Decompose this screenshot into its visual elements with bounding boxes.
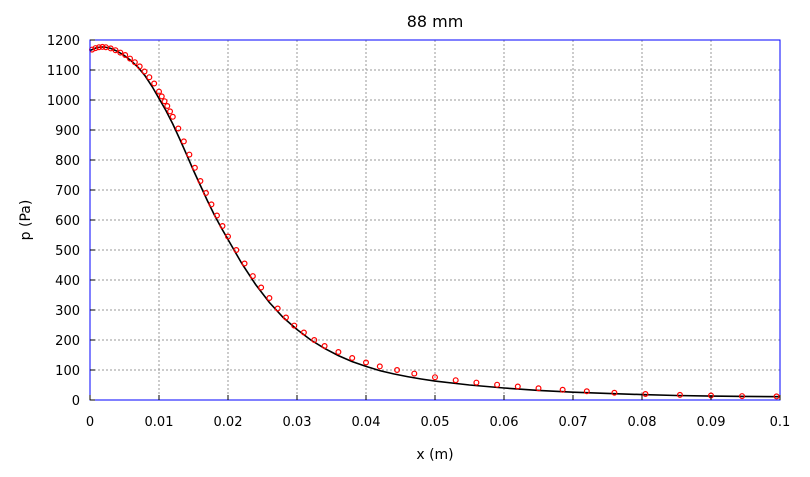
data-point: [92, 45, 99, 52]
data-point: [136, 63, 143, 70]
data-point: [95, 44, 102, 51]
data-point: [156, 88, 163, 95]
data-point: [291, 322, 298, 329]
data-point: [773, 393, 780, 400]
data-point: [282, 314, 289, 321]
data-point: [432, 374, 439, 381]
data-point: [266, 295, 273, 302]
grid: [90, 40, 780, 400]
y-tick-label: 900: [55, 124, 80, 139]
data-point: [117, 49, 124, 56]
x-tick-label: 0.02: [214, 415, 243, 430]
data-point: [175, 125, 182, 132]
y-tick-label: 500: [55, 244, 80, 259]
data-point: [452, 377, 459, 384]
data-point: [158, 93, 165, 100]
data-point: [99, 43, 106, 50]
data-point: [197, 178, 204, 185]
data-point: [107, 45, 114, 52]
data-point: [249, 273, 256, 280]
chart-title: 88 mm: [407, 12, 464, 31]
data-point: [169, 113, 176, 120]
data-point: [739, 393, 746, 400]
data-point: [202, 190, 209, 197]
data-point: [241, 260, 248, 267]
y-tick-label: 300: [55, 304, 80, 319]
y-tick-label: 800: [55, 154, 80, 169]
data-point: [161, 98, 168, 105]
y-tick-label: 1200: [47, 34, 80, 49]
x-tick-label: 0.08: [628, 415, 657, 430]
x-tick-label: 0.05: [421, 415, 450, 430]
data-point: [146, 74, 153, 81]
y-tick-label: 0: [72, 394, 80, 409]
y-tick-label: 1100: [47, 64, 80, 79]
data-point: [191, 164, 198, 171]
data-point: [141, 68, 148, 75]
data-point: [274, 305, 281, 312]
data-point: [186, 151, 193, 158]
data-point: [127, 55, 134, 62]
data-point: [583, 388, 590, 395]
data-point: [213, 212, 220, 219]
y-tick-label: 600: [55, 214, 80, 229]
data-point: [208, 201, 215, 208]
data-point: [394, 367, 401, 374]
data-point: [225, 233, 232, 240]
data-point: [122, 51, 129, 58]
data-point: [559, 386, 566, 393]
data-point: [349, 355, 356, 362]
x-tick-label: 0.03: [283, 415, 312, 430]
data-point: [311, 337, 318, 344]
data-point: [258, 284, 265, 291]
data-point: [112, 47, 119, 54]
data-point: [363, 359, 370, 366]
x-tick-label: 0.09: [697, 415, 726, 430]
x-tick-label: 0: [86, 415, 94, 430]
x-tick-label: 0.07: [559, 415, 588, 430]
series-layer: [89, 43, 781, 400]
x-tick-label: 0.1: [770, 415, 791, 430]
data-point: [411, 370, 418, 377]
data-point: [180, 138, 187, 145]
data-point: [514, 383, 521, 390]
data-point: [335, 349, 342, 356]
y-axis-label: p (Pa): [18, 200, 34, 241]
x-tick-label: 0.01: [145, 415, 174, 430]
data-point: [611, 389, 618, 396]
data-point: [376, 363, 383, 370]
data-point: [494, 381, 501, 388]
ticks: 0 0.01 0.02 0.03 0.04 0.05 0.06 0.07 0.08 0.09 0.1…: [47, 34, 790, 430]
data-point: [300, 329, 307, 336]
x-axis-label: x (m): [416, 447, 453, 463]
data-point: [642, 391, 649, 398]
y-tick-label: 100: [55, 364, 80, 379]
y-tick-label: 200: [55, 334, 80, 349]
y-tick-label: 400: [55, 274, 80, 289]
x-tick-label: 0.04: [352, 415, 381, 430]
data-point: [535, 385, 542, 392]
data-point: [233, 247, 240, 254]
y-tick-label: 1000: [47, 94, 80, 109]
data-point: [473, 379, 480, 386]
data-point: [131, 59, 138, 66]
data-point: [151, 80, 158, 87]
data-point: [219, 223, 226, 230]
data-point: [676, 391, 683, 398]
data-point: [164, 102, 171, 109]
data-point: [167, 108, 174, 115]
x-tick-label: 0.06: [490, 415, 519, 430]
data-point: [321, 343, 328, 350]
y-tick-label: 700: [55, 184, 80, 199]
